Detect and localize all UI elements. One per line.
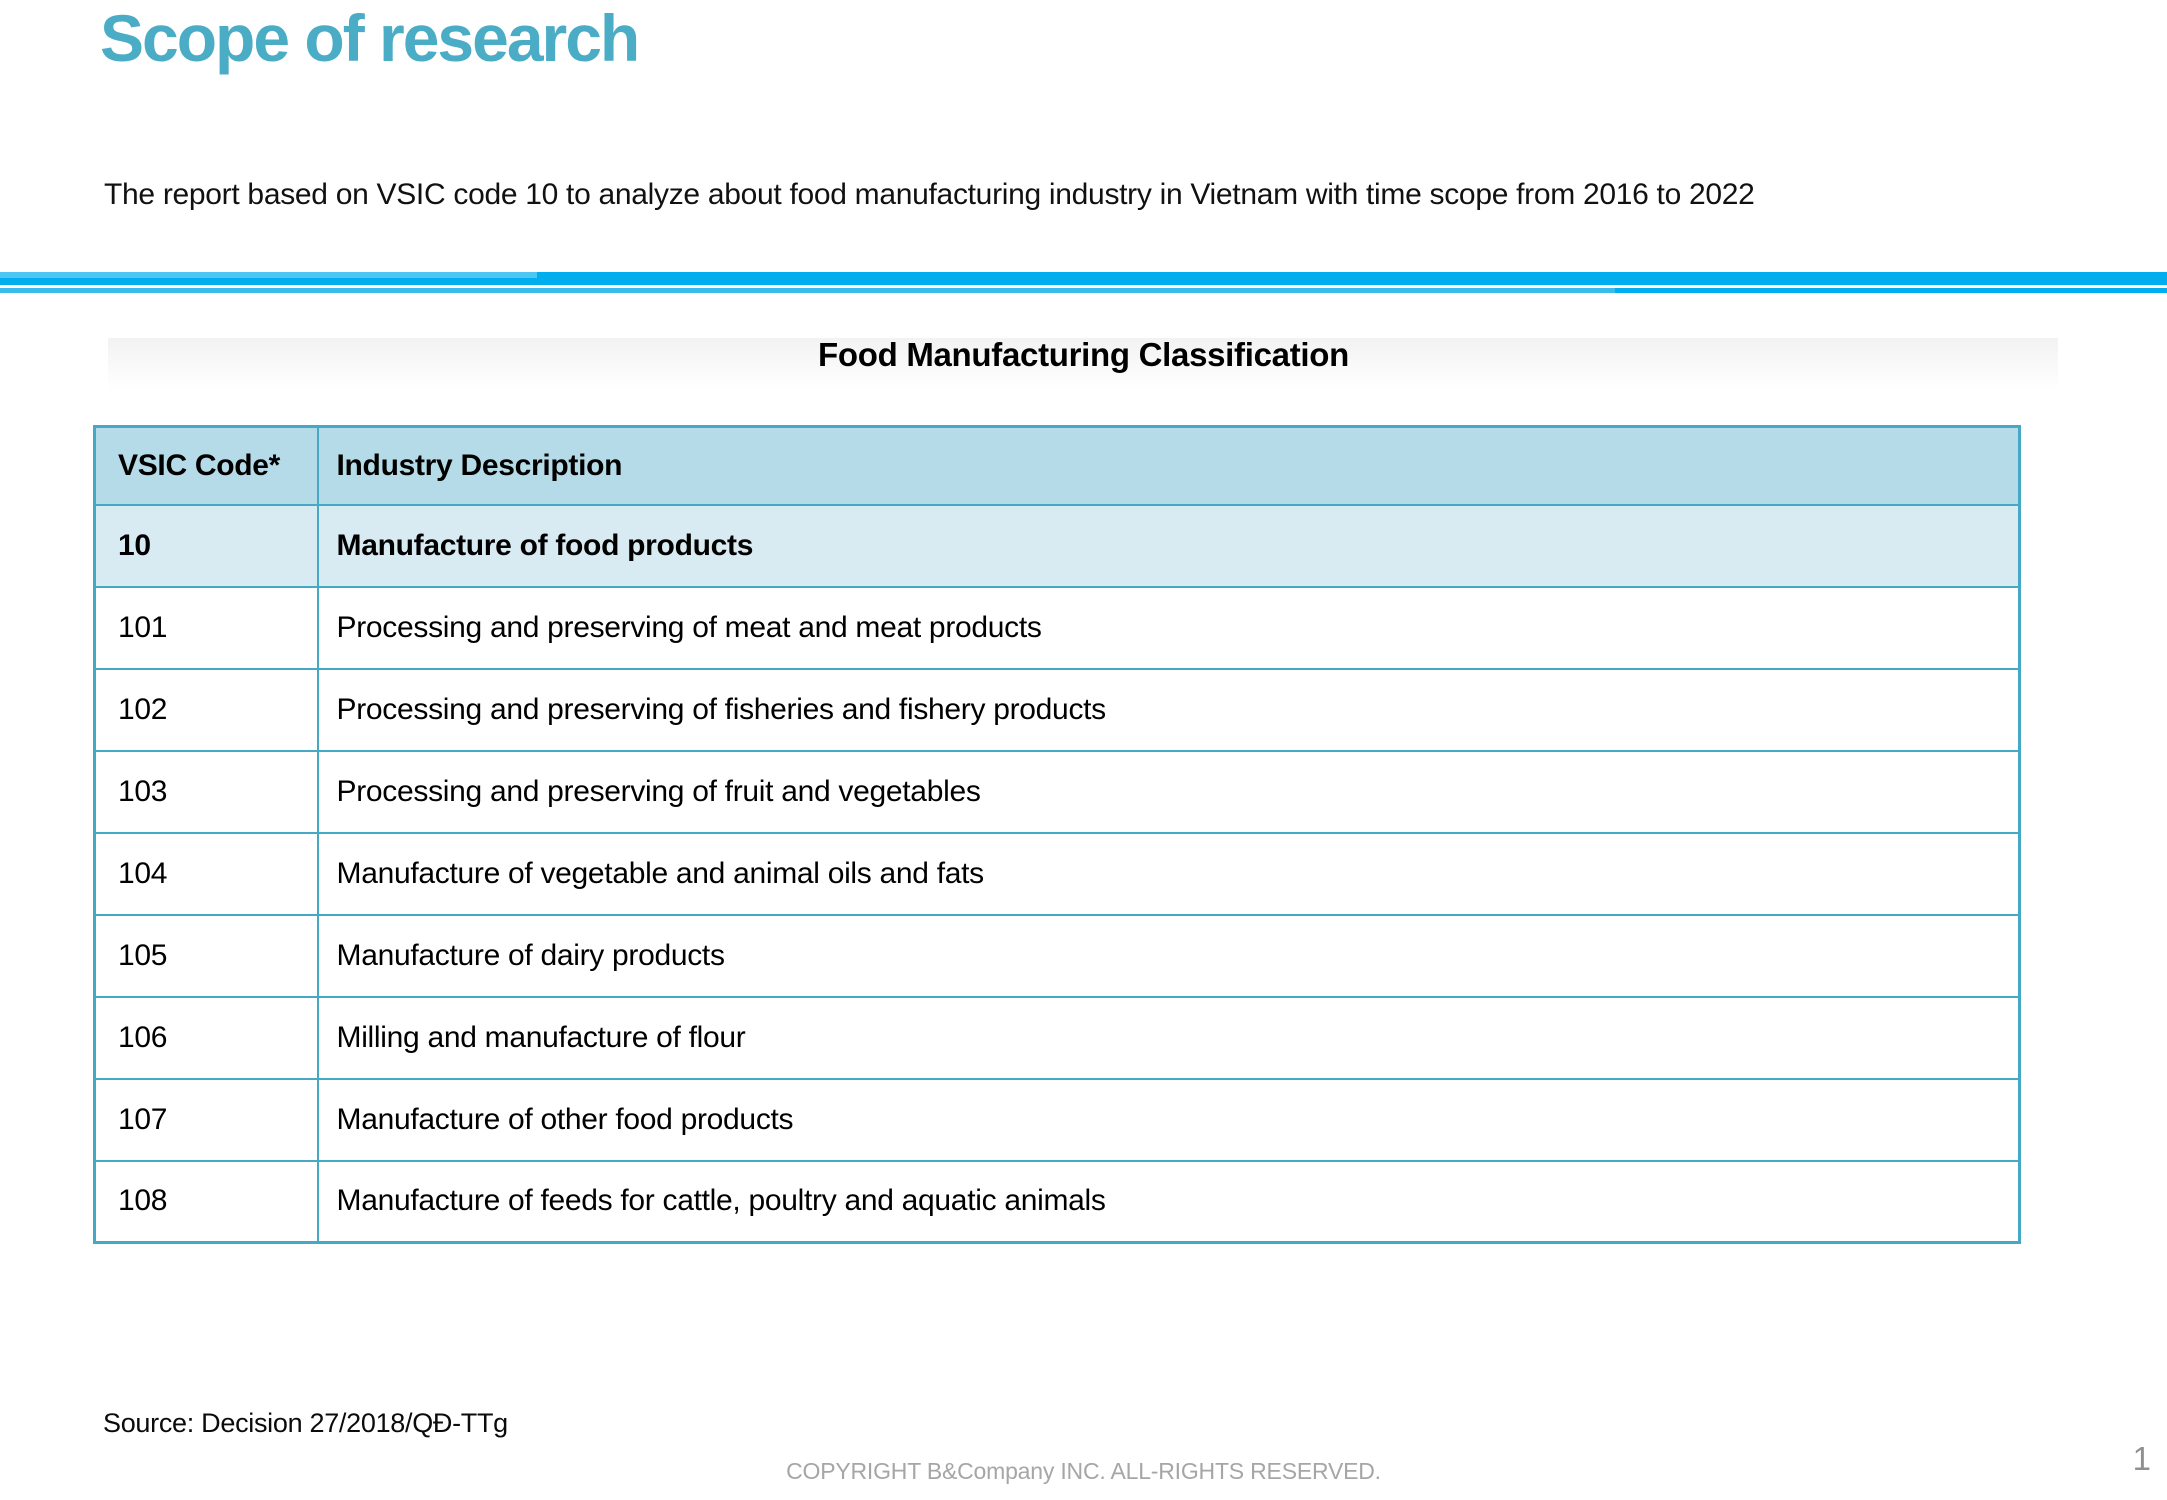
table-row: 104 Manufacture of vegetable and animal o… <box>93 831 2021 916</box>
table-row: 103 Processing and preserving of fruit an… <box>93 749 2021 834</box>
industry-description-cell: Processing and preserving of fruit and v… <box>316 749 2021 834</box>
table-row: 10 Manufacture of food products <box>93 503 2021 588</box>
table-title-band <box>108 338 2058 396</box>
table-body: 10 Manufacture of food products 101 Process… <box>93 503 2021 1244</box>
divider-line-thick <box>0 272 2167 285</box>
vsic-code-cell: 106 <box>93 995 319 1080</box>
vsic-code-cell: 103 <box>93 749 319 834</box>
page-title: Scope of research <box>100 1 640 75</box>
industry-description-cell: Manufacture of food products <box>316 503 2021 588</box>
table-row: 108 Manufacture of feeds for cattle, poul… <box>93 1159 2021 1244</box>
column-header-industry-description: Industry Description <box>316 425 2021 506</box>
divider-line-thin <box>0 288 2167 293</box>
page-number: 1 <box>2132 1440 2151 1477</box>
table-row: 106 Milling and manufacture of flour <box>93 995 2021 1080</box>
vsic-code-cell: 107 <box>93 1077 319 1162</box>
table-title: Food Manufacturing Classification <box>818 336 1349 373</box>
table-row: 105 Manufacture of dairy products <box>93 913 2021 998</box>
classification-table-container: VSIC Code* Industry Description 10 Manufa… <box>93 425 2021 1244</box>
vsic-code-cell: 105 <box>93 913 319 998</box>
vsic-code-cell: 102 <box>93 667 319 752</box>
industry-description-cell: Manufacture of feeds for cattle, poultry… <box>316 1159 2021 1244</box>
industry-description-cell: Manufacture of vegetable and animal oils… <box>316 831 2021 916</box>
table-row: 107 Manufacture of other food products <box>93 1077 2021 1162</box>
industry-description-cell: Manufacture of other food products <box>316 1077 2021 1162</box>
industry-description-cell: Milling and manufacture of flour <box>316 995 2021 1080</box>
table-row: 101 Processing and preserving of meat and… <box>93 585 2021 670</box>
table-row: 102 Processing and preserving of fisherie… <box>93 667 2021 752</box>
industry-description-cell: Manufacture of dairy products <box>316 913 2021 998</box>
vsic-code-cell: 101 <box>93 585 319 670</box>
source-note: Source: Decision 27/2018/QĐ-TTg <box>103 1408 508 1438</box>
table-header-row: VSIC Code* Industry Description <box>93 425 2021 506</box>
copyright-footer: COPYRIGHT B&Company INC. ALL-RIGHTS RESE… <box>786 1458 1381 1484</box>
industry-description-cell: Processing and preserving of fisheries a… <box>316 667 2021 752</box>
column-header-vsic-code: VSIC Code* <box>93 425 319 506</box>
vsic-code-cell: 10 <box>93 503 319 588</box>
vsic-code-cell: 104 <box>93 831 319 916</box>
classification-table: VSIC Code* Industry Description 10 Manufa… <box>93 425 2021 1244</box>
divider-line-highlight <box>0 272 537 278</box>
vsic-code-cell: 108 <box>93 1159 319 1244</box>
intro-text: The report based on VSIC code 10 to anal… <box>104 178 1755 211</box>
industry-description-cell: Processing and preserving of meat and me… <box>316 585 2021 670</box>
